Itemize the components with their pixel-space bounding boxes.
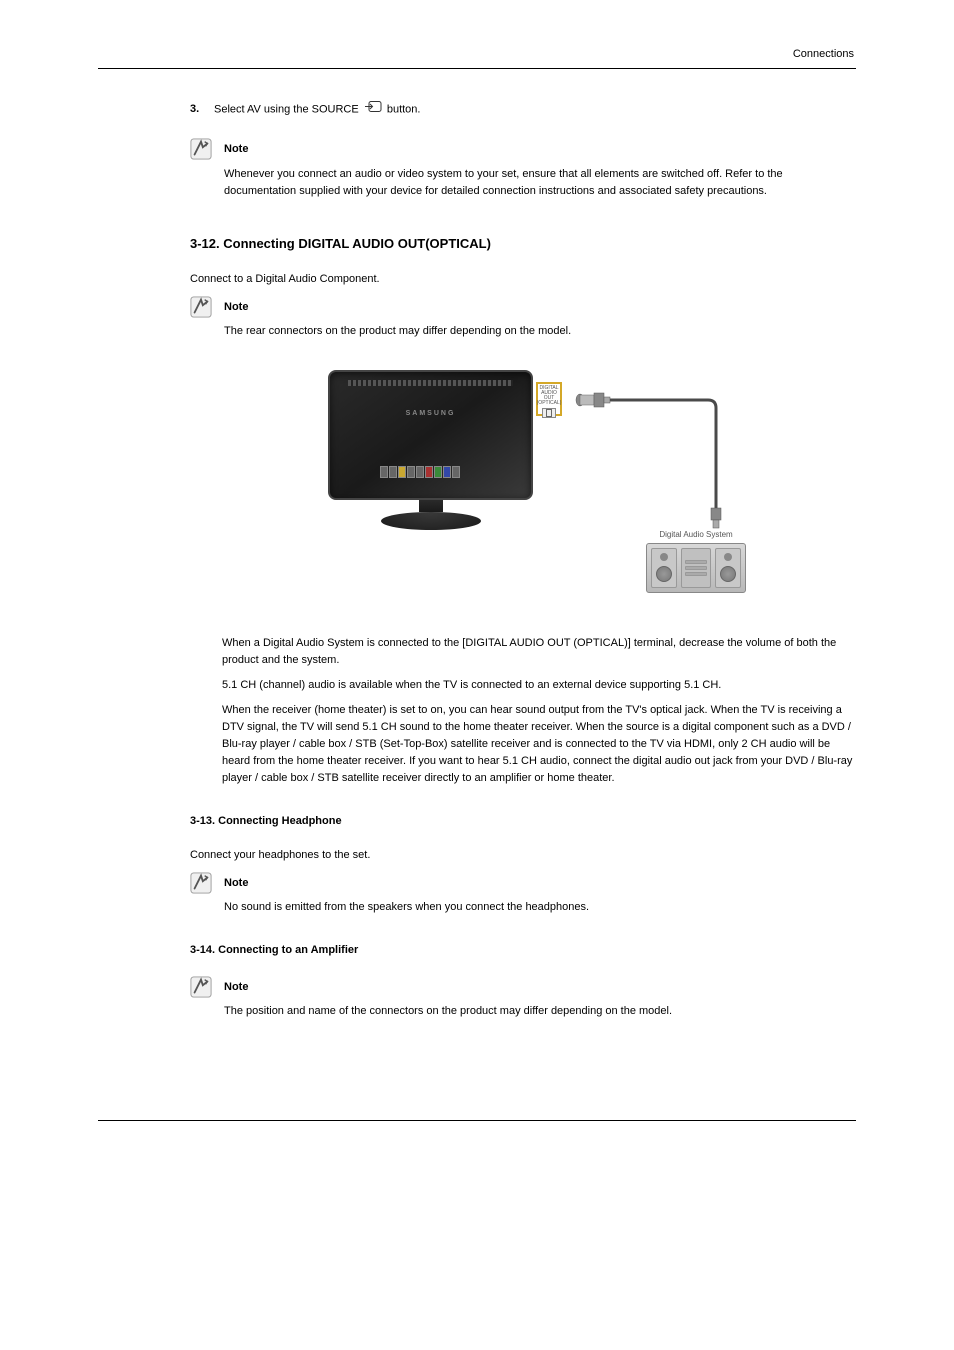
note-icon — [190, 976, 212, 998]
optical-port-callout: DIGITAL AUDIO OUT (OPTICAL) — [536, 382, 562, 416]
digital-audio-system-illustration: Digital Audio System — [646, 530, 746, 593]
content-area: 3. Select AV using the SOURCE button. — [98, 101, 856, 1020]
note-connection-safety: Note Whenever you connect an audio or vi… — [190, 138, 856, 199]
note-body: Note Whenever you connect an audio or vi… — [224, 138, 856, 199]
note-headphone: Note No sound is emitted from the speake… — [190, 872, 856, 916]
note-icon — [190, 138, 212, 160]
header-rule — [98, 68, 856, 69]
footer-rule — [98, 1120, 856, 1121]
optical-note-p1: When a Digital Audio System is connected… — [190, 635, 856, 669]
step-number: 3. — [190, 101, 208, 118]
note-icon — [190, 296, 212, 318]
header-section-label: Connections — [98, 48, 856, 60]
note-body: Note The rear connectors on the product … — [224, 296, 856, 340]
note-icon — [190, 872, 212, 894]
optical-cable-illustration — [568, 380, 738, 535]
page-container: Connections 3. Select AV using the SOURC… — [0, 0, 954, 1161]
digital-audio-desc: Connect to a Digital Audio Component. — [190, 271, 856, 288]
optical-note-p2: 5.1 CH (channel) audio is available when… — [190, 677, 856, 694]
tv-rear-illustration: SAMSUNG — [328, 370, 533, 535]
step-3: 3. Select AV using the SOURCE button. — [190, 101, 856, 118]
note-body: Note No sound is emitted from the speake… — [224, 872, 856, 916]
headphone-desc: Connect your headphones to the set. — [190, 847, 856, 864]
optical-note-p3: When the receiver (home theater) is set … — [190, 702, 856, 787]
section-digital-audio-title: 3-12. Connecting DIGITAL AUDIO OUT(OPTIC… — [190, 236, 856, 251]
connection-diagram: SAMSUNG — [190, 360, 856, 605]
note-rear-connectors: Note The rear connectors on the product … — [190, 296, 856, 340]
source-icon — [364, 101, 382, 118]
step-text: Select AV using the SOURCE button. — [214, 101, 420, 118]
section-amplifier-title: 3-14. Connecting to an Amplifier — [190, 944, 856, 956]
note-body: Note The position and name of the connec… — [224, 976, 856, 1020]
note-amplifier: Note The position and name of the connec… — [190, 976, 856, 1020]
section-headphone-title: 3-13. Connecting Headphone — [190, 815, 856, 827]
